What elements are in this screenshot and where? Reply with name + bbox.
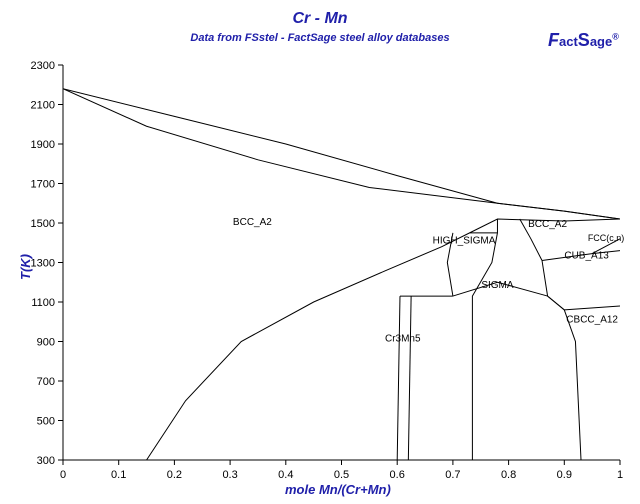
svg-text:Cr3Mn5: Cr3Mn5 bbox=[385, 334, 421, 345]
svg-text:1900: 1900 bbox=[31, 139, 55, 151]
svg-text:0.9: 0.9 bbox=[557, 469, 572, 481]
svg-text:0.3: 0.3 bbox=[222, 469, 237, 481]
svg-text:SIGMA: SIGMA bbox=[481, 280, 514, 291]
svg-text:0.6: 0.6 bbox=[390, 469, 405, 481]
svg-text:300: 300 bbox=[37, 455, 55, 467]
svg-text:CUB_A13: CUB_A13 bbox=[564, 251, 609, 262]
phase-diagram-plot: 00.10.20.30.40.50.60.70.80.9130050070090… bbox=[0, 0, 640, 504]
svg-text:FCC(c,n): FCC(c,n) bbox=[588, 233, 625, 243]
svg-text:HIGH_SIGMA: HIGH_SIGMA bbox=[433, 236, 496, 247]
svg-text:1700: 1700 bbox=[31, 179, 55, 191]
svg-text:900: 900 bbox=[37, 337, 55, 349]
svg-text:1500: 1500 bbox=[31, 218, 55, 230]
svg-text:0.5: 0.5 bbox=[334, 469, 349, 481]
svg-text:500: 500 bbox=[37, 416, 55, 428]
svg-text:BCC_A2: BCC_A2 bbox=[233, 217, 272, 228]
svg-text:1: 1 bbox=[617, 469, 623, 481]
svg-text:1100: 1100 bbox=[31, 297, 55, 309]
svg-text:2300: 2300 bbox=[31, 60, 55, 72]
svg-text:0.7: 0.7 bbox=[445, 469, 460, 481]
svg-text:BCC_A2: BCC_A2 bbox=[528, 219, 567, 230]
svg-text:0: 0 bbox=[60, 469, 66, 481]
svg-text:1300: 1300 bbox=[31, 258, 55, 270]
svg-text:700: 700 bbox=[37, 376, 55, 388]
svg-text:0.2: 0.2 bbox=[167, 469, 182, 481]
svg-text:2100: 2100 bbox=[31, 100, 55, 112]
svg-text:0.1: 0.1 bbox=[111, 469, 126, 481]
svg-text:CBCC_A12: CBCC_A12 bbox=[566, 315, 618, 326]
svg-text:0.8: 0.8 bbox=[501, 469, 516, 481]
svg-text:0.4: 0.4 bbox=[278, 469, 293, 481]
